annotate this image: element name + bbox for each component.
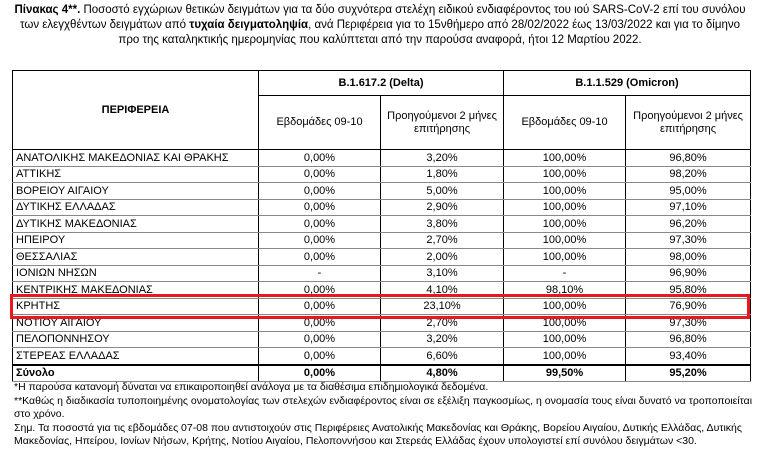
cell-value: 100,00% bbox=[503, 330, 627, 348]
footnotes: *Η παρούσα κατανομή δύναται να επικαιροπ… bbox=[14, 381, 754, 449]
total-value: 95,20% bbox=[625, 363, 752, 382]
region-header: ΠΕΡΙΦΕΡΕΙΑ bbox=[12, 70, 259, 150]
cell-value: 3,10% bbox=[379, 264, 505, 282]
cell-value: 3,20% bbox=[379, 330, 505, 348]
cell-value: 0,00% bbox=[258, 149, 381, 167]
title-segment: , ανά Περιφέρεια για το 15νθήμερο από 28… bbox=[118, 19, 741, 46]
cell-value: 93,40% bbox=[625, 347, 752, 365]
subheader: Εβδομάδες 09-10 bbox=[503, 95, 627, 150]
cell-value: 100,00% bbox=[503, 165, 627, 183]
cell-value: 96,90% bbox=[625, 264, 752, 282]
region-name: ΙΟΝΙΩΝ ΝΗΣΩΝ bbox=[12, 264, 259, 282]
region-name: ΒΟΡΕΙΟΥ ΑΙΓΑΙΟΥ bbox=[12, 182, 259, 200]
cell-value: 97,30% bbox=[625, 231, 752, 249]
footnote: *Η παρούσα κατανομή δύναται να επικαιροπ… bbox=[14, 381, 489, 393]
title-segment: Ποσοστό εγχώριων θετικών δειγμάτων για τ… bbox=[19, 4, 746, 31]
cell-value: 95,00% bbox=[625, 182, 752, 200]
cell-value: 2,00% bbox=[379, 248, 505, 266]
cell-value: 96,80% bbox=[625, 330, 752, 348]
cell-value: 0,00% bbox=[258, 198, 381, 216]
cell-value: 98,00% bbox=[625, 248, 752, 266]
title-segment: Πίνακας 4**. bbox=[14, 4, 81, 16]
total-value: 99,50% bbox=[503, 363, 627, 382]
cell-value: 2,90% bbox=[379, 198, 505, 216]
group-header: B.1.1.529 (Omicron) bbox=[503, 70, 752, 96]
table-row: ΗΠΕΙΡΟΥ 0,00% 2,70% 100,00% 97,30% bbox=[12, 231, 752, 249]
region-name: ΑΤΤΙΚΗΣ bbox=[12, 165, 259, 183]
cell-value: 100,00% bbox=[503, 198, 627, 216]
cell-value: 0,00% bbox=[258, 165, 381, 183]
footnote: **Καθώς η διαδικασία τυποποιημένης ονομα… bbox=[14, 394, 753, 421]
cell-value: 100,00% bbox=[503, 248, 627, 266]
cell-value: 23,10% bbox=[379, 297, 505, 315]
subheader: Προηγούμενοι 2 μήνες επιτήρησης bbox=[625, 95, 752, 150]
region-name: ΗΠΕΙΡΟΥ bbox=[12, 231, 259, 249]
cell-value: 0,00% bbox=[258, 248, 381, 266]
total-value: 0,00% bbox=[258, 363, 381, 382]
cell-value: 96,80% bbox=[625, 149, 752, 167]
region-name: ΠΕΛΟΠΟΝΝΗΣΟΥ bbox=[12, 330, 259, 348]
cell-value: 0,00% bbox=[258, 182, 381, 200]
cell-value: 0,00% bbox=[258, 215, 381, 233]
cell-value: 98,20% bbox=[625, 165, 752, 183]
table-row: ΚΡΗΤΗΣ 0,00% 23,10% 100,00% 76,90% bbox=[12, 297, 752, 315]
region-name: ΔΥΤΙΚΗΣ ΕΛΛΑΔΑΣ bbox=[12, 198, 259, 216]
cell-value: - bbox=[258, 264, 381, 282]
cell-value: 100,00% bbox=[503, 231, 627, 249]
total-row: Σύνολο 0,00% 4,80% 99,50% 95,20% bbox=[12, 363, 752, 382]
table-row: ΣΤΕΡΕΑΣ ΕΛΛΑΔΑΣ 0,00% 6,60% 100,00% 93,40% bbox=[12, 347, 752, 365]
total-label: Σύνολο bbox=[12, 363, 259, 382]
table-row: ΘΕΣΣΑΛΙΑΣ 0,00% 2,00% 100,00% 98,00% bbox=[12, 248, 752, 266]
cell-value: 5,00% bbox=[379, 182, 505, 200]
cell-value: 0,00% bbox=[258, 330, 381, 348]
header-row: ΠΕΡΙΦΕΡΕΙΑ B.1.617.2 (Delta) B.1.1.529 (Om… bbox=[12, 70, 752, 150]
cell-value: 100,00% bbox=[503, 347, 627, 365]
subheader: Προηγούμενοι 2 μήνες επιτήρησης bbox=[379, 95, 505, 150]
highlight-box bbox=[10, 294, 750, 319]
cell-value: 6,60% bbox=[379, 347, 505, 365]
table-row: ΔΥΤΙΚΗΣ ΕΛΛΑΔΑΣ 0,00% 2,90% 100,00% 97,10% bbox=[12, 198, 752, 216]
cell-value: 3,80% bbox=[379, 215, 505, 233]
total-value: 4,80% bbox=[379, 363, 505, 382]
table-row: ΔΥΤΙΚΗΣ ΜΑΚΕΔΟΝΙΑΣ 0,00% 3,80% 100,00% 96,20… bbox=[12, 215, 752, 233]
subheader: Εβδομάδες 09-10 bbox=[258, 95, 381, 150]
title: Πίνακας 4**. Ποσοστό εγχώριων θετικών δε… bbox=[12, 3, 748, 48]
region-name: ΘΕΣΣΑΛΙΑΣ bbox=[12, 248, 259, 266]
region-name: ΑΝΑΤΟΛΙΚΗΣ ΜΑΚΕΔΟΝΙΑΣ ΚΑΙ ΘΡΑΚΗΣ bbox=[12, 149, 259, 167]
cell-value: - bbox=[503, 264, 627, 282]
table-row: ΑΤΤΙΚΗΣ 0,00% 1,80% 100,00% 98,20% bbox=[12, 165, 752, 183]
subheader-row: Εβδομάδες 09-10 Προηγούμενοι 2 μήνες επιτ… bbox=[13, 95, 752, 150]
table-row: ΑΝΑΤΟΛΙΚΗΣ ΜΑΚΕΔΟΝΙΑΣ ΚΑΙ ΘΡΑΚΗΣ 0,00% 3,2… bbox=[12, 149, 752, 167]
cell-value: 3,20% bbox=[379, 149, 505, 167]
title-segment: τυχαία δειγματοληψία bbox=[189, 19, 309, 31]
cell-value: 2,70% bbox=[379, 231, 505, 249]
region-name: ΔΥΤΙΚΗΣ ΜΑΚΕΔΟΝΙΑΣ bbox=[12, 215, 259, 233]
table-row: ΒΟΡΕΙΟΥ ΑΙΓΑΙΟΥ 0,00% 5,00% 100,00% 95,00% bbox=[12, 182, 752, 200]
cell-value: 1,80% bbox=[379, 165, 505, 183]
table-row: ΠΕΛΟΠΟΝΝΗΣΟΥ 0,00% 3,20% 100,00% 96,80% bbox=[12, 330, 752, 348]
cell-value: 0,00% bbox=[258, 231, 381, 249]
cell-value: 100,00% bbox=[503, 182, 627, 200]
cell-value: 0,00% bbox=[258, 347, 381, 365]
table-row: ΙΟΝΙΩΝ ΝΗΣΩΝ -3,10% -96,90% bbox=[12, 264, 752, 282]
footnote: Σημ. Τα ποσοστά για τις εβδομάδες 07-08 … bbox=[14, 421, 742, 448]
data-table: ΠΕΡΙΦΕΡΕΙΑ B.1.617.2 (Delta) B.1.1.529 (Om… bbox=[12, 70, 752, 382]
cell-value: 97,10% bbox=[625, 198, 752, 216]
group-header: B.1.617.2 (Delta) bbox=[257, 70, 505, 96]
cell-value: 100,00% bbox=[503, 149, 627, 167]
cell-value: 96,20% bbox=[625, 215, 752, 233]
cell-value: 100,00% bbox=[503, 215, 627, 233]
region-name: ΣΤΕΡΕΑΣ ΕΛΛΑΔΑΣ bbox=[12, 347, 259, 365]
